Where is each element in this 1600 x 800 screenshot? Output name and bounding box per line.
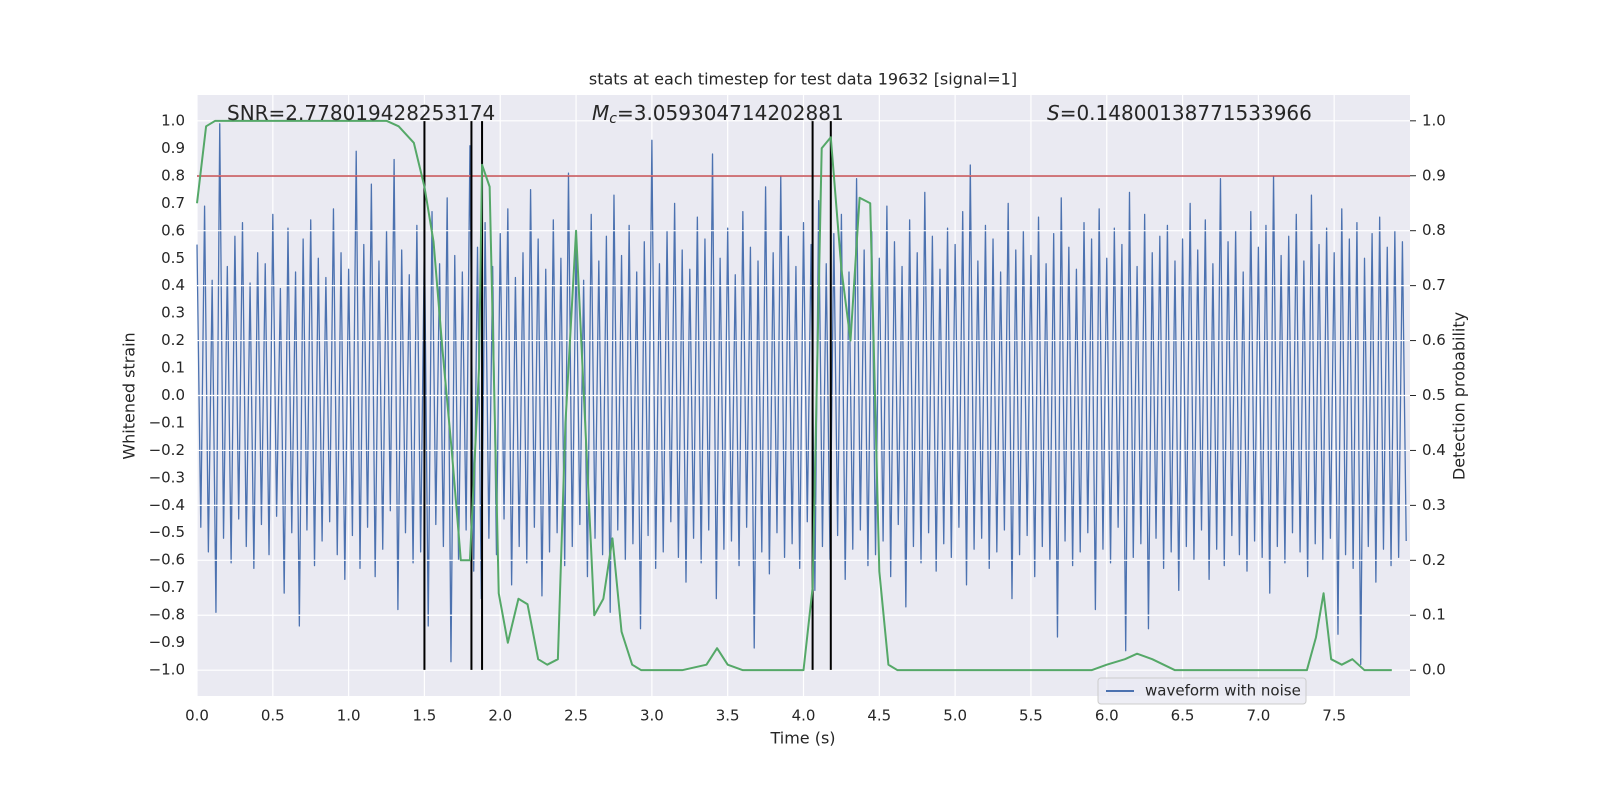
x-tick-label: 7.0 <box>1246 707 1270 725</box>
x-tick-label: 4.5 <box>867 707 891 725</box>
y-tick-label: −0.2 <box>149 441 185 459</box>
y-tick-label: −1.0 <box>149 660 185 678</box>
y-tick-label: 0.9 <box>161 139 185 157</box>
y-tick-label: 0.0 <box>161 386 185 404</box>
annotation-symbol: M <box>592 101 609 125</box>
y-tick-label: −0.1 <box>149 413 185 431</box>
x-axis-label: Time (s) <box>769 729 835 748</box>
annotation: Mc=3.059304714202881 <box>592 101 844 128</box>
x-tick-label: 2.0 <box>488 707 512 725</box>
y2-axis-label: Detection probability <box>1450 312 1469 480</box>
y2-tick-label: 0.2 <box>1422 551 1446 569</box>
x-tick-label: 4.0 <box>792 707 816 725</box>
series-line <box>196 119 1392 672</box>
x-tick-label: 6.0 <box>1095 707 1119 725</box>
annotation: S=0.14800138771533966 <box>1047 101 1312 125</box>
y-tick-label: 0.8 <box>161 166 185 184</box>
annotation-text: =0.14800138771533966 <box>1060 101 1312 125</box>
y-tick-label: −0.5 <box>149 523 185 541</box>
annotation-text: =3.059304714202881 <box>617 101 844 125</box>
y-axis-label: Whitened strain <box>120 332 139 459</box>
y2-tick-label: 1.0 <box>1422 111 1446 129</box>
y2-tick-label: 0.1 <box>1422 606 1446 624</box>
y-tick-label: 0.1 <box>161 359 185 377</box>
y-tick-label: 0.6 <box>161 221 185 239</box>
y2-tick-label: 0.5 <box>1422 386 1446 404</box>
x-tick-label: 5.5 <box>1019 707 1043 725</box>
x-tick-label: 1.5 <box>413 707 437 725</box>
annotation: SNR=2.778019428253174 <box>227 101 495 125</box>
annotation-subscript: c <box>609 111 617 127</box>
y2-tick-label: 0.8 <box>1422 221 1446 239</box>
y-tick-label: −0.9 <box>149 633 185 651</box>
y-tick-label: 0.4 <box>161 276 185 294</box>
y-tick-label: −0.6 <box>149 551 185 569</box>
x-tick-label: 0.0 <box>185 707 209 725</box>
y-tick-label: 0.3 <box>161 304 185 322</box>
annotation-symbol: S <box>1047 101 1060 125</box>
y2-tick-label: 0.3 <box>1422 496 1446 514</box>
legend-label: waveform with noise <box>1145 682 1301 700</box>
chart-title: stats at each timestep for test data 196… <box>589 70 1017 89</box>
y-tick-label: 1.0 <box>161 112 185 130</box>
annotation-text: SNR=2.778019428253174 <box>227 101 495 125</box>
x-tick-label: 0.5 <box>261 707 285 725</box>
y2-tick-label: 0.4 <box>1422 441 1446 459</box>
y-tick-label: 0.2 <box>161 331 185 349</box>
legend-box <box>1097 677 1307 705</box>
x-tick-label: 7.5 <box>1322 707 1346 725</box>
y-tick-label: −0.8 <box>149 606 185 624</box>
x-tick-label: 3.5 <box>716 707 740 725</box>
x-tick-label: 6.5 <box>1171 707 1195 725</box>
y2-tick-label: 0.0 <box>1422 661 1446 679</box>
x-tick-label: 5.0 <box>943 707 967 725</box>
x-tick-label: 3.0 <box>640 707 664 725</box>
y-tick-label: −0.3 <box>149 468 185 486</box>
y-tick-label: −0.4 <box>149 496 185 514</box>
y2-tick-label: 0.6 <box>1422 331 1446 349</box>
y-tick-label: 0.5 <box>161 249 185 267</box>
y-tick-label: 0.7 <box>161 194 185 212</box>
y-tick-label: −0.7 <box>149 578 185 596</box>
y2-tick-label: 0.7 <box>1422 276 1446 294</box>
x-tick-label: 2.5 <box>564 707 588 725</box>
y2-tick-label: 0.9 <box>1422 166 1446 184</box>
x-tick-label: 1.0 <box>337 707 361 725</box>
